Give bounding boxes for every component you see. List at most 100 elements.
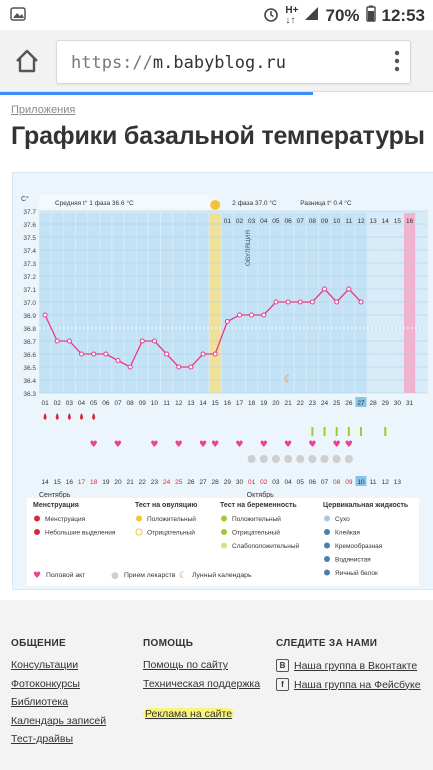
day-column [258,213,270,393]
calendar-date-label: 25 [175,479,183,486]
heart-icon: ♥ [333,440,341,450]
pill-icon [271,455,280,463]
temperature-point [261,312,267,318]
legend-item-label: Отрицательный [232,529,280,537]
footer-link-library[interactable]: Библиотека [11,696,69,708]
heart-icon: ♥ [260,440,268,450]
temperature-point [224,319,230,324]
temperature-point [42,312,48,318]
calendar-date-label: 29 [224,479,232,486]
legend-item-label: Сухо [335,516,350,523]
legend-item-label: Небольшие выделения [45,529,116,537]
facebook-icon: f [276,678,289,691]
legend-item-label: Отрицательный [147,529,195,537]
cycle-day-label: 21 [284,400,292,407]
legend-item-label: Водянистая [335,557,371,564]
cycle-day-label: 09 [139,400,147,407]
url-text[interactable]: https://m.babyblog.ru [71,53,286,73]
top-day-label: 01 [224,218,232,225]
top-day-label: 02 [236,218,244,225]
legend-item-label: Положительный [147,515,196,523]
clock: 12:53 [381,5,425,25]
cycle-day-label: 01 [41,400,49,407]
cycle-day-label: 15 [212,400,220,407]
temperature-point [91,351,97,357]
pill-icon [308,455,317,463]
calendar-date-label: 26 [187,479,195,486]
calendar-date-label: 18 [90,479,98,486]
cycle-day-label: 07 [114,400,122,407]
menstruation-drop-icon [92,413,96,420]
legend-icon [135,528,143,536]
top-day-label: 05 [272,218,280,225]
phase2-label: 2 фаза 37.0 °C [232,199,277,207]
day-column [39,213,51,393]
temperature-point [151,338,157,344]
footer-link-calendar[interactable]: Календарь записей [11,714,107,727]
more-vert-icon[interactable] [394,50,412,74]
cycle-day-label: 04 [78,400,86,407]
sun-icon [210,200,221,210]
top-day-label: 04 [260,218,268,225]
y-tick-label: 36.9 [23,313,36,320]
calendar-date-label: 04 [284,479,292,486]
photo-icon [10,7,26,26]
calendar-date-label: 16 [66,479,74,486]
footer-col-community: ОБЩЕНИЕ Консультации Фотоконкурсы Библио… [11,638,106,752]
temperature-point [322,286,328,292]
day-column [379,213,391,393]
y-tick-label: 37.6 [23,222,36,229]
legend-panel [27,498,419,586]
cycle-day-label: 03 [66,400,74,407]
calendar-date-label: 17 [78,479,86,486]
legend-icon [324,529,330,535]
breadcrumb[interactable]: Приложения [11,104,76,116]
temperature-point [176,364,182,370]
calendar-date-label: 08 [333,479,341,486]
calendar-date-label: 05 [297,479,305,486]
temperature-point [66,338,72,344]
day-column [209,213,221,393]
cycle-day-label: 02 [54,400,62,407]
footer-link-advertising[interactable]: Реклама на сайте [143,708,235,720]
pill-icon [320,455,329,463]
temperature-point [139,338,145,344]
footer-link-photo-contests[interactable]: Фотоконкурсы [11,677,80,690]
bbt-chart-svg: 37.7 37.6 37.5 37.4 37.3 37.2 37.1 37.0 36.9 36.8… [21,195,428,586]
address-bar[interactable]: https://m.babyblog.ru [56,40,411,84]
home-icon[interactable] [12,46,42,76]
battery-icon [365,5,376,26]
cycle-day-label: 24 [321,400,329,407]
calendar-date-label: 24 [163,479,171,486]
footer-link-consultations[interactable]: Консультации [11,659,79,671]
temperature-point [285,299,291,305]
footer-link-facebook[interactable]: Наша группа на Фейсбуке [294,678,421,691]
heart-icon: ♥ [235,440,243,450]
legend-bottom-label: Лунный календарь [192,571,252,579]
footer-link-help[interactable]: Помощь по сайту [143,659,229,671]
top-day-label: 07 [297,218,305,225]
footer-col-title: ПОМОЩЬ [143,638,194,649]
today-marker [355,476,367,486]
pill-icon [296,455,305,463]
y-tick-label: 37.3 [23,261,36,268]
footer-col-help: ПОМОЩЬ Помощь по сайту Техническая подде… [143,638,260,727]
heart-icon: ♥ [284,440,292,450]
y-tick-label: 37.2 [23,274,36,281]
legend-item-label: Слабоположительный [232,542,300,550]
top-day-label: 06 [284,218,292,225]
pill-icon [344,455,353,463]
heart-icon: ♥ [199,440,207,450]
footer-link-support[interactable]: Техническая поддержка [143,677,261,690]
y-tick-label: 37.0 [23,300,36,307]
cycle-day-label: 27 [357,400,365,407]
footer-link-test-drives[interactable]: Тест-драйвы [11,733,74,745]
menstruation-drop-icon [67,413,71,420]
footer-link-vk[interactable]: Наша группа в Вконтакте [294,659,418,672]
temperature-point [358,299,364,305]
cycle-day-label: 12 [175,400,183,407]
cycle-day-label: 08 [127,400,135,407]
footer-col-follow: СЛЕДИТЕ ЗА НАМИ В Наша группа в Вконтакте… [276,638,421,697]
temperature-point [127,364,133,370]
calendar-date-label: 14 [41,479,49,486]
